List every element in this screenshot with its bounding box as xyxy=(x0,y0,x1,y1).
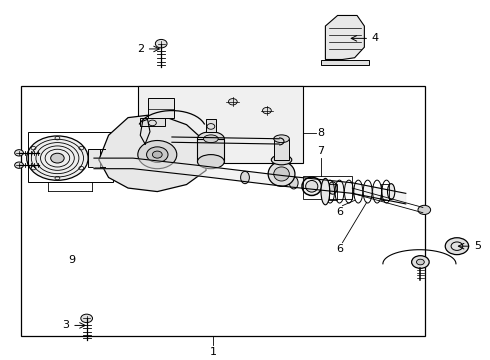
Ellipse shape xyxy=(388,184,395,199)
Circle shape xyxy=(152,151,162,158)
Text: 1: 1 xyxy=(210,347,217,357)
Circle shape xyxy=(418,205,431,215)
Bar xyxy=(303,176,352,199)
Text: 4: 4 xyxy=(372,33,379,43)
Bar xyxy=(320,59,369,65)
Ellipse shape xyxy=(302,177,321,195)
Ellipse shape xyxy=(328,182,337,194)
Circle shape xyxy=(27,136,88,180)
Bar xyxy=(147,98,174,118)
Text: 9: 9 xyxy=(69,255,75,265)
Ellipse shape xyxy=(241,171,249,184)
Bar xyxy=(206,120,216,132)
Bar xyxy=(381,184,389,199)
Text: 6: 6 xyxy=(337,207,343,217)
Bar xyxy=(138,86,303,163)
Bar xyxy=(88,149,100,167)
Circle shape xyxy=(138,140,177,169)
Ellipse shape xyxy=(271,155,292,165)
Circle shape xyxy=(81,314,93,323)
Ellipse shape xyxy=(289,177,298,189)
Circle shape xyxy=(147,147,168,162)
Circle shape xyxy=(15,162,24,168)
Ellipse shape xyxy=(268,162,295,186)
Bar xyxy=(140,118,165,126)
Text: 8: 8 xyxy=(317,129,324,139)
Ellipse shape xyxy=(197,154,224,169)
Bar xyxy=(21,86,425,336)
Ellipse shape xyxy=(274,167,289,181)
Bar xyxy=(28,132,114,182)
Circle shape xyxy=(412,256,429,268)
Polygon shape xyxy=(99,114,206,192)
Circle shape xyxy=(228,99,237,105)
Circle shape xyxy=(445,238,468,255)
Circle shape xyxy=(155,40,167,48)
Ellipse shape xyxy=(321,178,330,205)
Text: 3: 3 xyxy=(63,320,70,330)
Circle shape xyxy=(263,107,271,114)
Text: 6: 6 xyxy=(337,244,343,255)
Bar xyxy=(274,139,289,160)
Polygon shape xyxy=(325,15,365,59)
Ellipse shape xyxy=(274,135,289,143)
Bar xyxy=(197,139,224,162)
Text: 7: 7 xyxy=(317,147,324,156)
Bar xyxy=(329,184,337,199)
Circle shape xyxy=(50,153,64,163)
Ellipse shape xyxy=(203,135,218,143)
Circle shape xyxy=(416,259,424,265)
Ellipse shape xyxy=(306,180,318,192)
Polygon shape xyxy=(94,158,406,204)
Text: 2: 2 xyxy=(137,44,144,54)
Circle shape xyxy=(15,150,24,156)
Ellipse shape xyxy=(197,132,224,146)
Text: 5: 5 xyxy=(474,241,481,251)
